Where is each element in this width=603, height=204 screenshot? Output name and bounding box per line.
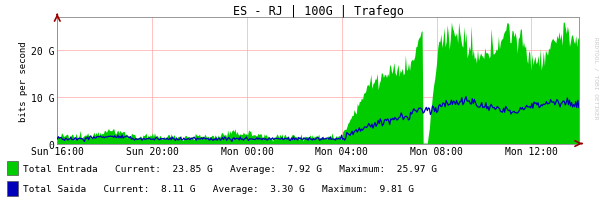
Text: Total Entrada   Current:  23.85 G   Average:  7.92 G   Maximum:  25.97 G: Total Entrada Current: 23.85 G Average: … [23,164,437,173]
Y-axis label: bits per second: bits per second [19,41,28,121]
Title: ES - RJ | 100G | Trafego: ES - RJ | 100G | Trafego [233,6,403,18]
Text: RRDTOOL / TOBI OETIKER: RRDTOOL / TOBI OETIKER [594,37,599,119]
Text: Total Saida   Current:  8.11 G   Average:  3.30 G   Maximum:  9.81 G: Total Saida Current: 8.11 G Average: 3.3… [23,184,414,193]
